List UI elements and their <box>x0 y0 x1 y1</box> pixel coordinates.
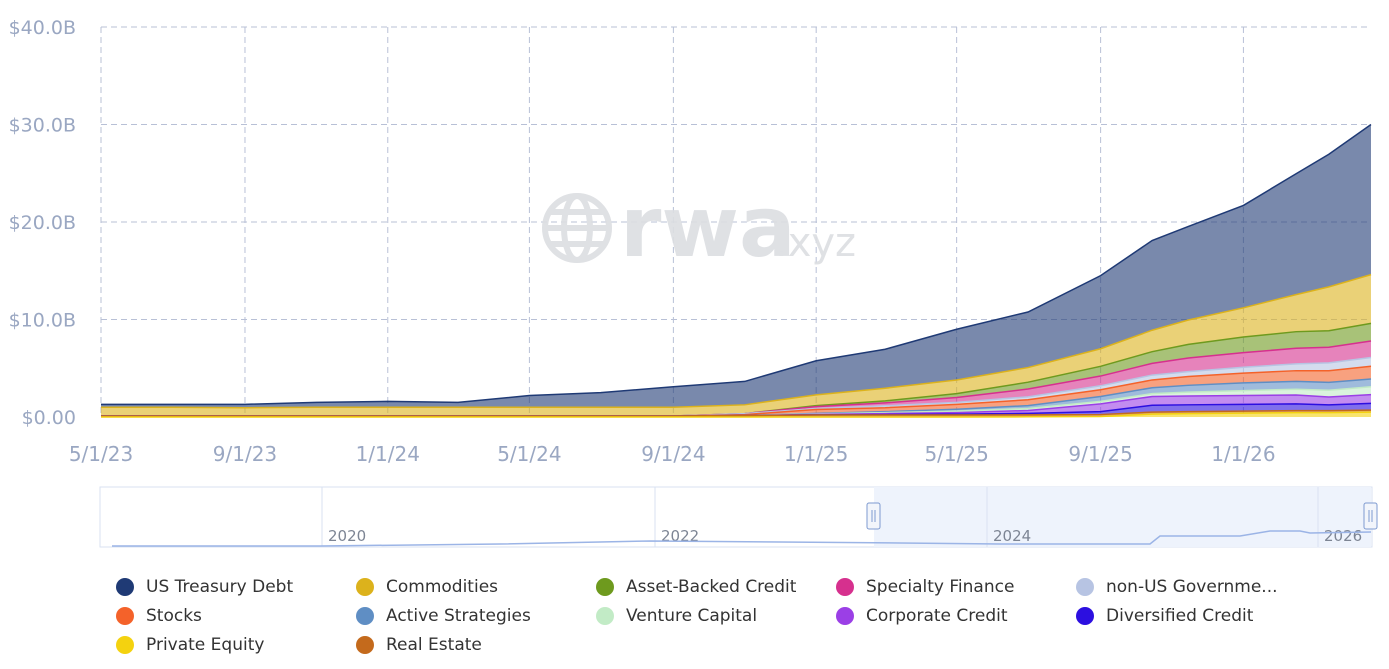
area-us-treasury-debt[interactable] <box>101 124 1371 408</box>
legend-color-dot-icon <box>836 607 854 625</box>
legend-label: Active Strategies <box>386 606 531 626</box>
legend-item-real-estate[interactable]: Real Estate <box>356 634 596 656</box>
legend-label: non-US Governme... <box>1106 577 1278 597</box>
series-private-equity[interactable] <box>101 411 1372 418</box>
area-stocks[interactable] <box>101 366 1371 417</box>
legend-label: US Treasury Debt <box>146 577 294 597</box>
legend-item-diversified-credit[interactable]: Diversified Credit <box>1076 605 1316 627</box>
y-tick-label: $0.00 <box>22 407 76 429</box>
watermark-brand: rwa <box>620 178 796 276</box>
legend-label: Private Equity <box>146 635 265 655</box>
line-private-equity <box>101 411 1372 418</box>
legend-label: Real Estate <box>386 635 482 655</box>
legend-label: Commodities <box>386 577 499 597</box>
legend-item-stocks[interactable]: Stocks <box>116 605 356 627</box>
legend-label: Corporate Credit <box>866 606 1008 626</box>
navigator-left-handle[interactable] <box>866 502 881 530</box>
range-navigator[interactable]: 2020 2022 2024 2026 <box>99 486 1378 548</box>
watermark-suffix: .xyz <box>775 220 856 266</box>
legend-item-corporate-credit[interactable]: Corporate Credit <box>836 605 1076 627</box>
navigator-tick-label: 2024 <box>993 527 1031 545</box>
legend-item-specialty-finance[interactable]: Specialty Finance <box>836 576 1076 598</box>
y-tick-label: $10.0B <box>9 310 76 332</box>
x-tick-label: 5/1/23 <box>69 442 133 466</box>
line-real-estate <box>101 409 1372 417</box>
x-tick-label: 9/1/24 <box>641 442 705 466</box>
legend-color-dot-icon <box>116 578 134 596</box>
area-private-equity[interactable] <box>101 412 1371 417</box>
x-tick-label: 9/1/23 <box>213 442 277 466</box>
series-real-estate[interactable] <box>101 409 1372 417</box>
legend-item-commodities[interactable]: Commodities <box>356 576 596 598</box>
legend-item-asset-backed-credit[interactable]: Asset-Backed Credit <box>596 576 836 598</box>
y-tick-label: $30.0B <box>9 115 76 137</box>
navigator-right-handle[interactable] <box>1363 502 1378 530</box>
rwa-watermark: rwa .xyz <box>542 178 856 276</box>
line-us-treasury-debt <box>101 123 1372 406</box>
area-specialty-finance[interactable] <box>101 340 1371 417</box>
rwa-area-chart: rwa .xyz $0.00 $10.0B $20.0B $30.0B $40.0B 5… <box>9 17 1378 548</box>
navigator-series-line <box>112 530 1372 547</box>
legend-item-us-treasury-debt[interactable]: US Treasury Debt <box>116 576 356 598</box>
legend-item-active-strategies[interactable]: Active Strategies <box>356 605 596 627</box>
legend-color-dot-icon <box>356 636 374 654</box>
legend-color-dot-icon <box>1076 607 1094 625</box>
y-axis: $0.00 $10.0B $20.0B $30.0B $40.0B <box>9 17 76 429</box>
legend-color-dot-icon <box>356 578 374 596</box>
stacked-areas <box>101 123 1372 418</box>
legend-color-dot-icon <box>596 607 614 625</box>
legend-color-dot-icon <box>356 607 374 625</box>
series-commodities[interactable] <box>101 273 1372 417</box>
legend-label: Venture Capital <box>626 606 758 626</box>
legend-label: Diversified Credit <box>1106 606 1254 626</box>
x-axis: 5/1/23 9/1/23 1/1/24 5/1/24 9/1/24 1/1/25 5/1/… <box>69 442 1276 466</box>
series-us-treasury-debt[interactable] <box>101 123 1372 408</box>
chart-legend: US Treasury Debt Commodities Asset-Backed … <box>116 576 1356 656</box>
area-commodities[interactable] <box>101 274 1371 417</box>
legend-color-dot-icon <box>116 636 134 654</box>
x-tick-label: 1/1/24 <box>356 442 420 466</box>
legend-item-non-us-governme[interactable]: non-US Governme... <box>1076 576 1316 598</box>
navigator-tick-label: 2022 <box>661 527 699 545</box>
area-asset-backed-credit[interactable] <box>101 323 1371 417</box>
navigator-tick-label: 2020 <box>328 527 366 545</box>
legend-color-dot-icon <box>116 607 134 625</box>
y-tick-label: $20.0B <box>9 212 76 234</box>
navigator-ticks: 2020 2022 2024 2026 <box>321 487 1362 547</box>
navigator-tick-label: 2026 <box>1324 527 1362 545</box>
legend-label: Specialty Finance <box>866 577 1015 597</box>
x-tick-label: 1/1/26 <box>1211 442 1275 466</box>
legend-label: Stocks <box>146 606 202 626</box>
x-tick-label: 9/1/25 <box>1068 442 1132 466</box>
navigator-selected-range[interactable] <box>874 487 1371 547</box>
legend-item-private-equity[interactable]: Private Equity <box>116 634 356 656</box>
area-corporate-credit[interactable] <box>101 394 1371 417</box>
x-tick-label: 5/1/24 <box>497 442 561 466</box>
x-tick-label: 5/1/25 <box>924 442 988 466</box>
globe-icon <box>542 193 612 263</box>
y-tick-label: $40.0B <box>9 17 76 39</box>
legend-label: Asset-Backed Credit <box>626 577 797 597</box>
legend-color-dot-icon <box>1076 578 1094 596</box>
legend-color-dot-icon <box>596 578 614 596</box>
legend-item-venture-capital[interactable]: Venture Capital <box>596 605 836 627</box>
area-active-strategies[interactable] <box>101 378 1371 417</box>
line-commodities <box>101 273 1372 409</box>
legend-color-dot-icon <box>836 578 854 596</box>
x-tick-label: 1/1/25 <box>784 442 848 466</box>
